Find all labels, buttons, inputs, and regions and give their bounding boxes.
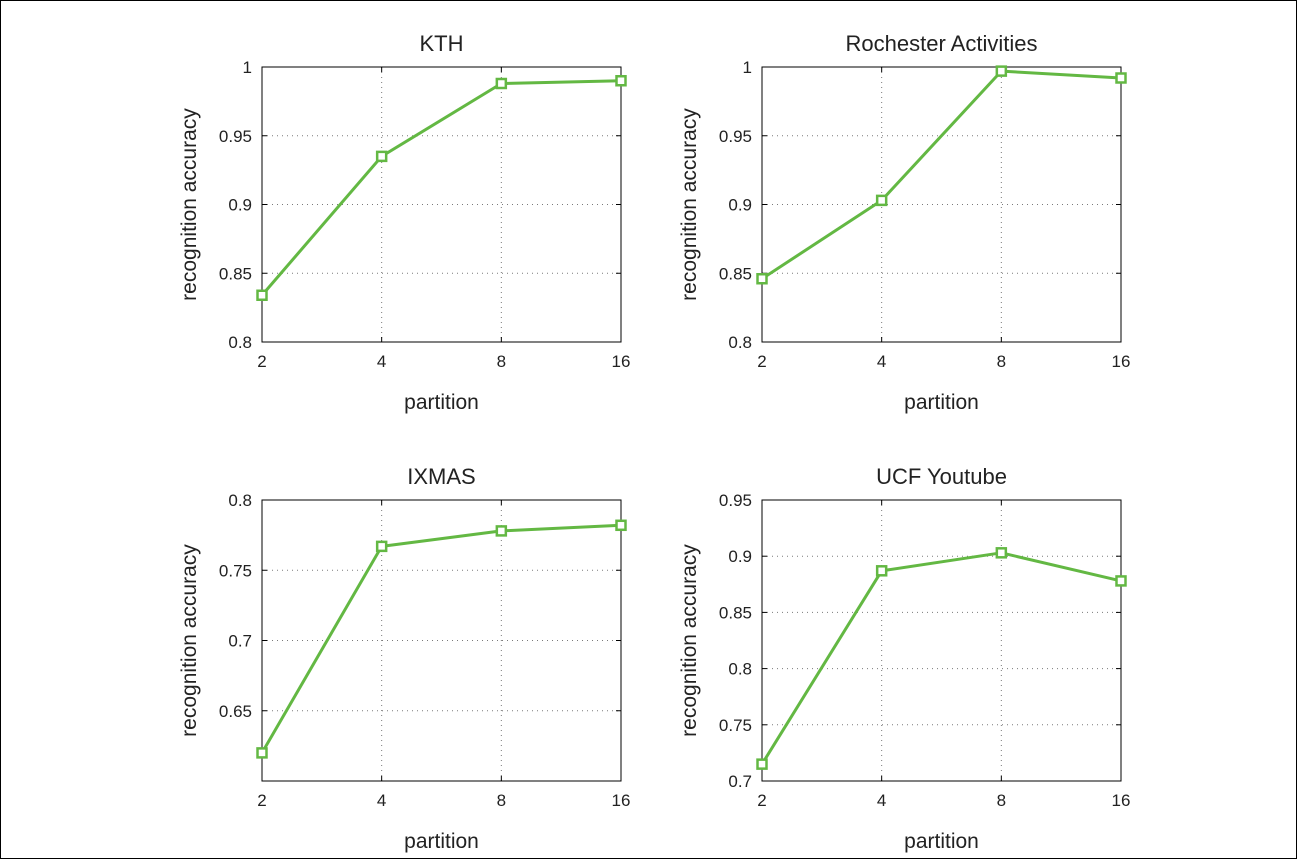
data-point-marker bbox=[375, 540, 388, 553]
y-tick-label: 0.9 bbox=[228, 196, 252, 215]
x-tick-label: 8 bbox=[997, 352, 1006, 371]
y-tick-label: 0.9 bbox=[728, 196, 752, 215]
x-tick-label: 8 bbox=[497, 791, 506, 810]
y-tick-label: 0.8 bbox=[728, 333, 752, 352]
y-tick-label: 0.85 bbox=[719, 603, 752, 622]
data-point-marker bbox=[756, 273, 768, 285]
y-axis-label: recognition accuracy bbox=[678, 544, 701, 737]
y-axis-label: recognition accuracy bbox=[678, 108, 701, 301]
data-point-marker bbox=[495, 77, 508, 90]
x-tick-label: 4 bbox=[877, 791, 886, 810]
y-tick-label: 0.95 bbox=[719, 491, 752, 510]
data-point-marker bbox=[256, 289, 268, 301]
x-tick-label: 16 bbox=[1112, 352, 1131, 371]
series-line bbox=[260, 523, 622, 754]
series-line bbox=[761, 69, 1122, 281]
y-tick-label: 1 bbox=[743, 58, 752, 77]
data-point-marker bbox=[615, 75, 627, 87]
y-axis-label: recognition accuracy bbox=[178, 108, 201, 301]
y-tick-label: 0.8 bbox=[228, 333, 252, 352]
x-axis-label: partition bbox=[404, 391, 479, 414]
x-tick-label: 2 bbox=[257, 352, 266, 371]
y-tick-label: 0.95 bbox=[719, 127, 752, 146]
y-tick-label: 1 bbox=[243, 58, 252, 77]
chart-title: UCF Youtube bbox=[876, 464, 1007, 489]
data-point-marker bbox=[995, 65, 1008, 77]
y-tick-label: 0.7 bbox=[728, 772, 752, 791]
y-tick-label: 0.75 bbox=[219, 561, 252, 580]
y-tick-label: 0.85 bbox=[719, 264, 752, 283]
x-tick-label: 4 bbox=[377, 352, 386, 371]
data-point-marker bbox=[495, 525, 508, 537]
x-axis-label: partition bbox=[904, 830, 979, 853]
chart-title: Rochester Activities bbox=[846, 31, 1038, 56]
y-tick-label: 0.85 bbox=[219, 264, 252, 283]
x-tick-label: 8 bbox=[497, 352, 506, 371]
data-point-marker bbox=[615, 519, 627, 532]
data-point-marker bbox=[756, 758, 768, 770]
chart-title: KTH bbox=[420, 31, 464, 56]
x-tick-label: 4 bbox=[377, 791, 386, 810]
y-tick-label: 0.75 bbox=[719, 716, 752, 735]
x-tick-label: 2 bbox=[257, 791, 266, 810]
data-point-marker bbox=[875, 565, 888, 577]
series-line bbox=[760, 551, 1122, 765]
x-tick-label: 16 bbox=[1112, 791, 1131, 810]
data-point-marker bbox=[375, 150, 388, 163]
plot-frame bbox=[761, 499, 1122, 782]
y-tick-label: 0.8 bbox=[728, 660, 752, 679]
y-tick-label: 0.8 bbox=[228, 491, 252, 510]
data-point-marker bbox=[256, 747, 268, 759]
chart-title: IXMAS bbox=[407, 464, 475, 489]
data-point-marker bbox=[875, 194, 888, 207]
x-tick-label: 2 bbox=[757, 791, 766, 810]
series-line bbox=[260, 79, 622, 297]
data-point-marker bbox=[1115, 72, 1127, 84]
x-axis-label: partition bbox=[904, 391, 979, 414]
y-tick-label: 0.65 bbox=[219, 702, 252, 721]
x-axis-label: partition bbox=[404, 830, 479, 853]
data-point-marker bbox=[995, 547, 1008, 559]
x-tick-label: 2 bbox=[757, 352, 766, 371]
x-tick-label: 4 bbox=[877, 352, 886, 371]
y-tick-label: 0.9 bbox=[728, 547, 752, 566]
y-tick-label: 0.7 bbox=[228, 632, 252, 651]
x-tick-label: 16 bbox=[612, 791, 631, 810]
y-axis-label: recognition accuracy bbox=[178, 544, 201, 737]
y-tick-label: 0.95 bbox=[219, 127, 252, 146]
data-point-marker bbox=[1115, 575, 1127, 587]
x-tick-label: 16 bbox=[612, 352, 631, 371]
x-tick-label: 8 bbox=[997, 791, 1006, 810]
